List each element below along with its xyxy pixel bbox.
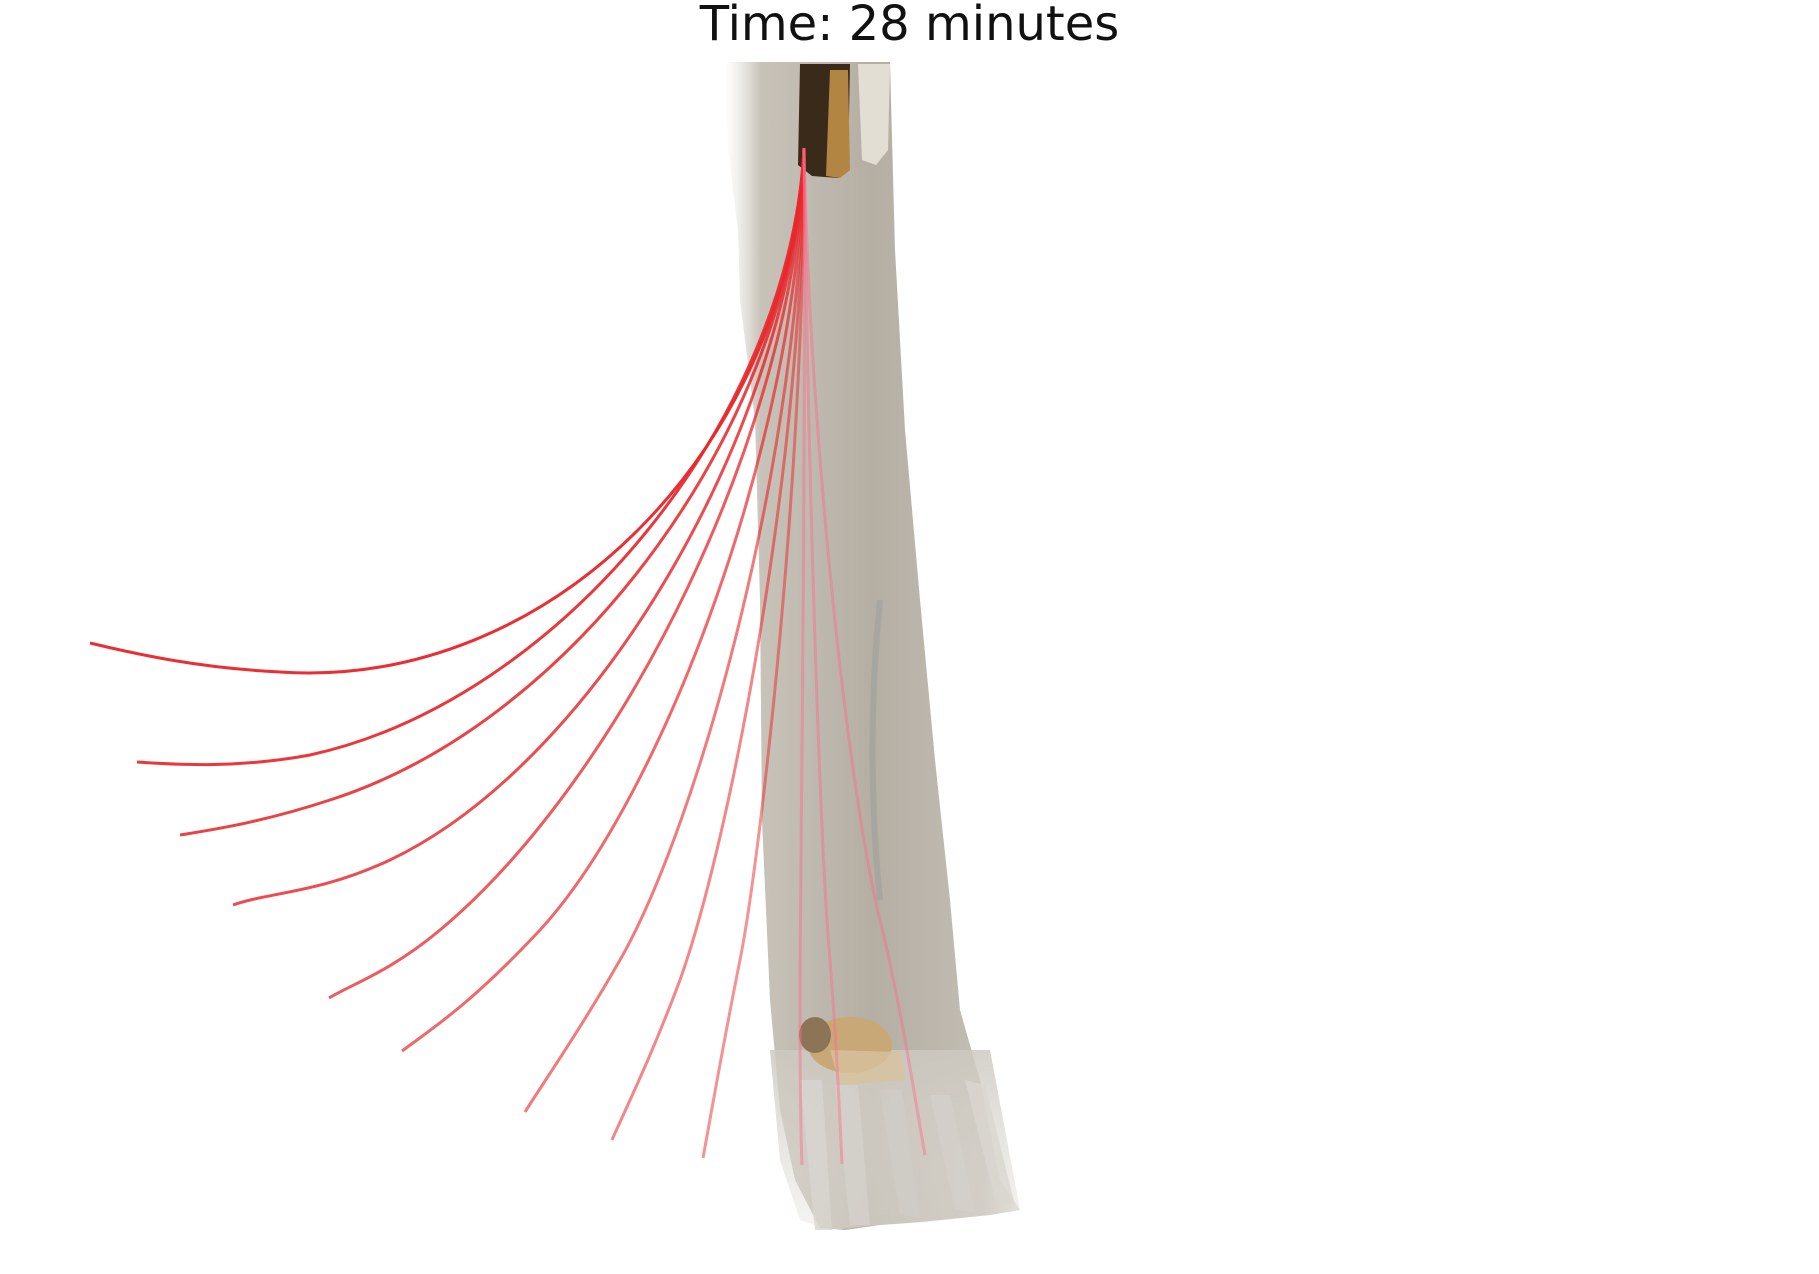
specimen-stem bbox=[725, 62, 1020, 1230]
trace-curve-5 bbox=[329, 148, 804, 998]
trace-curve-1 bbox=[90, 148, 804, 673]
trace-curve-4 bbox=[233, 148, 804, 905]
trace-curve-2 bbox=[137, 148, 804, 765]
